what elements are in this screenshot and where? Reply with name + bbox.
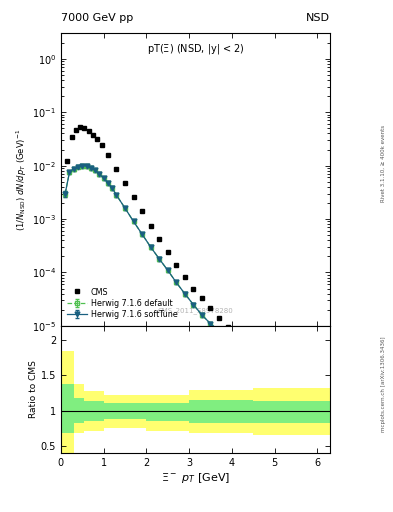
Y-axis label: Ratio to CMS: Ratio to CMS: [29, 360, 38, 418]
CMS: [148, 223, 153, 229]
CMS: [99, 142, 104, 148]
CMS: [95, 136, 99, 142]
Text: NSD: NSD: [306, 13, 330, 23]
CMS: [91, 132, 95, 138]
CMS: [217, 315, 221, 321]
CMS: [78, 124, 83, 131]
CMS: [73, 126, 78, 133]
CMS: [123, 180, 127, 186]
CMS: [131, 194, 136, 200]
CMS: [191, 286, 196, 292]
Text: pT($\Xi$) (NSD, |y| < 2): pT($\Xi$) (NSD, |y| < 2): [147, 42, 244, 56]
CMS: [140, 208, 145, 215]
CMS: [294, 410, 298, 416]
CMS: [69, 134, 74, 140]
Text: 7000 GeV pp: 7000 GeV pp: [61, 13, 133, 23]
CMS: [165, 249, 170, 255]
CMS: [174, 262, 179, 268]
Legend: CMS, Herwig 7.1.6 default, Herwig 7.1.6 softTune: CMS, Herwig 7.1.6 default, Herwig 7.1.6 …: [65, 285, 180, 322]
CMS: [182, 274, 187, 280]
CMS: [157, 236, 162, 242]
Y-axis label: $(1/N_\mathrm{NSD})\ dN/dp_T\ (\mathrm{GeV})^{-1}$: $(1/N_\mathrm{NSD})\ dN/dp_T\ (\mathrm{G…: [15, 129, 29, 231]
CMS: [106, 152, 110, 158]
X-axis label: $\Xi^-\ p_T$ [GeV]: $\Xi^-\ p_T$ [GeV]: [161, 471, 230, 485]
CMS: [114, 165, 119, 172]
CMS: [208, 305, 213, 311]
Text: CMS_2011_S8978280: CMS_2011_S8978280: [158, 307, 233, 314]
CMS: [82, 125, 87, 132]
CMS: [225, 324, 230, 330]
Line: CMS: CMS: [65, 125, 298, 415]
Text: Rivet 3.1.10, ≥ 400k events: Rivet 3.1.10, ≥ 400k events: [381, 125, 386, 202]
CMS: [259, 390, 264, 396]
CMS: [86, 128, 91, 134]
Text: mcplots.cern.ch [arXiv:1306.3436]: mcplots.cern.ch [arXiv:1306.3436]: [381, 336, 386, 432]
CMS: [65, 158, 70, 164]
CMS: [238, 388, 243, 394]
CMS: [200, 295, 204, 301]
